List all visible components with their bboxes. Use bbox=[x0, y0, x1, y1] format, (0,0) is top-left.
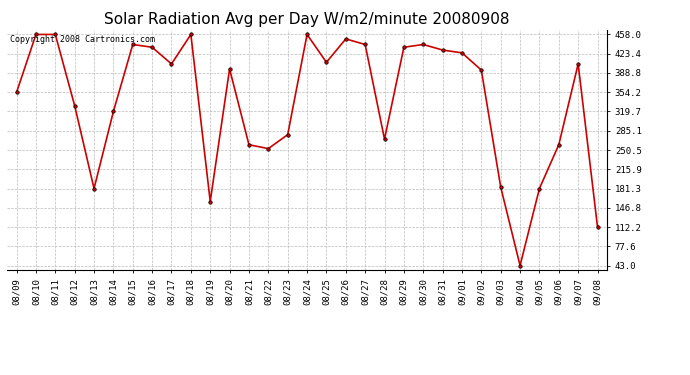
Title: Solar Radiation Avg per Day W/m2/minute 20080908: Solar Radiation Avg per Day W/m2/minute … bbox=[104, 12, 510, 27]
Text: Copyright 2008 Cartronics.com: Copyright 2008 Cartronics.com bbox=[10, 35, 155, 44]
